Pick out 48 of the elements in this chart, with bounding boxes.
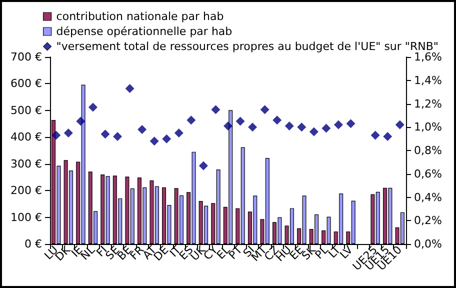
point: [322, 124, 331, 133]
point: [125, 84, 134, 94]
y-tick-label: 500 €: [10, 104, 42, 117]
y-tick-label: 600 €: [10, 77, 42, 90]
point: [224, 121, 232, 130]
y2-tick-label: 0,2%: [414, 214, 442, 228]
point: [334, 120, 343, 130]
y-tick-label: 700 €: [10, 50, 42, 64]
point: [150, 136, 159, 146]
y2-tick-label: 0,0%: [414, 238, 442, 250]
point: [383, 132, 392, 141]
point: [297, 122, 306, 132]
point: [174, 128, 184, 138]
y-tick-label: 100 €: [10, 210, 42, 224]
point: [186, 116, 196, 125]
y-tick-label: 300 €: [10, 157, 42, 170]
y2-tick-label: 0,8%: [414, 144, 442, 157]
point: [272, 116, 282, 125]
point: [284, 121, 294, 130]
y-tick-label: 400 €: [10, 130, 42, 144]
point: [211, 105, 220, 114]
point: [100, 130, 110, 139]
point: [309, 127, 318, 136]
legend-label: dépense opérationnelle par hab: [56, 25, 232, 38]
point: [76, 116, 86, 126]
y-tick-label: 0 €: [24, 238, 42, 250]
point: [260, 105, 270, 114]
point: [346, 119, 356, 128]
point: [162, 134, 172, 144]
y2-tick-label: 1,0%: [414, 120, 442, 134]
legend-label: contribution nationale par hab: [56, 10, 224, 23]
point: [395, 120, 404, 130]
point: [138, 124, 147, 134]
y2-tick-label: 0,6%: [414, 167, 442, 180]
y2-tick-label: 1,2%: [414, 97, 442, 110]
point: [370, 130, 380, 140]
point: [88, 102, 98, 112]
point: [64, 128, 73, 138]
point: [236, 116, 245, 126]
legend-label: "versement total de ressources propres au budget de l'UE" sur "RNB": [56, 40, 438, 53]
point: [248, 122, 258, 132]
y-tick-label: 200 €: [10, 184, 42, 198]
point: [113, 132, 122, 141]
y2-tick-label: 1,4%: [414, 74, 442, 87]
y2-tick-label: 0,4%: [414, 190, 442, 204]
point: [52, 130, 61, 140]
y2-tick-label: 1,6%: [414, 50, 442, 64]
point: [198, 161, 208, 170]
